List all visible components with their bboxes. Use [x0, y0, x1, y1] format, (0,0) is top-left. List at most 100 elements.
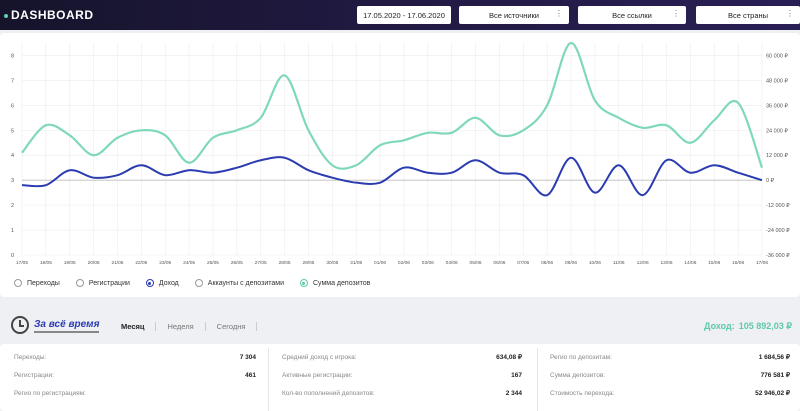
- tab-month[interactable]: Месяц: [121, 322, 145, 331]
- line-chart: 0 1 2 3 4 5 6 7 8 -36 000 ₽ -24 000 ₽ -12 000 ₽ 0 ₽ 1…: [11, 41, 790, 266]
- y-right-tick-label: 60 000 ₽: [766, 52, 788, 59]
- kebab-icon: ⋮: [672, 9, 680, 18]
- kebab-icon: ⋮: [786, 9, 794, 18]
- legend-item-registrations[interactable]: Регистрации: [75, 279, 130, 287]
- stats-column-2: Средний доход с игрока: 634,08 ₽ Активные…: [282, 348, 522, 411]
- y-tick-label: 7: [11, 78, 14, 84]
- stat-label: Регио по регистрациям:: [14, 389, 86, 397]
- x-tick-label: 10/06: [589, 260, 601, 266]
- y-tick-label: 4: [11, 153, 14, 159]
- y-tick-label: 6: [11, 103, 14, 109]
- stat-row: Сумма депозитов: 776 581 ₽: [550, 366, 790, 384]
- stat-label: Регистрации:: [14, 371, 54, 379]
- stat-label: Стоимость перехода:: [550, 389, 615, 397]
- legend-label: Сумма депозитов: [312, 279, 371, 287]
- x-tick-label: 17/05: [16, 260, 28, 266]
- legend-item-deposit-accounts[interactable]: Аккаунты с депозитами: [194, 279, 284, 287]
- radio-icon: [75, 279, 84, 287]
- y-tick-label: 1: [11, 228, 14, 234]
- sources-select[interactable]: Все источники ⋮: [459, 6, 569, 24]
- y-right-tick-label: 36 000 ₽: [766, 102, 788, 109]
- x-tick-label: 15/06: [708, 260, 720, 266]
- legend-label: Доход: [158, 279, 179, 287]
- stat-row: Средний доход с игрока: 634,08 ₽: [282, 348, 522, 366]
- legend-item-income[interactable]: Доход: [145, 279, 179, 287]
- x-tick-label: 03/06: [422, 260, 434, 266]
- x-tick-label: 05/06: [470, 260, 482, 266]
- x-tick-label: 04/06: [446, 260, 458, 266]
- stat-value: 52 946,02 ₽: [755, 390, 790, 397]
- tab-divider: [204, 322, 206, 331]
- series-line-deposits_sum: [21, 41, 764, 170]
- x-tick-label: 30/05: [326, 260, 338, 266]
- y-right-tick-label: -12 000 ₽: [766, 202, 790, 209]
- x-tick-label: 06/06: [493, 260, 505, 266]
- x-tick-label: 19/05: [64, 260, 76, 266]
- radio-checked-icon: [299, 279, 308, 287]
- y-tick-label: 3: [11, 178, 14, 184]
- legend-label: Регистрации: [88, 279, 130, 287]
- stat-label: Активные регистрации:: [282, 371, 353, 379]
- x-tick-label: 22/05: [135, 260, 147, 266]
- series-line-income: [21, 156, 763, 197]
- stats-card: Переходы: 7 304 Регистрации: 461 Регио по …: [0, 344, 800, 411]
- stats-column-3: Регио по депозитам: 1 684,56 ₽ Сумма депо…: [550, 348, 790, 411]
- stat-row: Переходы: 7 304: [14, 348, 256, 366]
- links-select[interactable]: Все ссылки ⋮: [578, 6, 686, 24]
- stat-value: 461: [245, 371, 256, 379]
- income-label: Доход:: [704, 321, 735, 331]
- period-bar: За всё время Месяц Неделя Сегодня Доход:…: [0, 312, 800, 340]
- stat-value: 2 344: [505, 389, 522, 397]
- tab-today[interactable]: Сегодня: [216, 322, 246, 331]
- links-select-value: Все ссылки: [612, 10, 652, 20]
- x-tick-label: 20/05: [88, 260, 100, 266]
- countries-select[interactable]: Все страны ⋮: [696, 6, 800, 24]
- x-tick-label: 21/05: [111, 260, 123, 266]
- stat-row: Кол-во пополнений депозитов: 2 344: [282, 384, 522, 402]
- y-right-tick-label: 48 000 ₽: [766, 77, 788, 84]
- stat-row: Регио по регистрациям:: [14, 384, 256, 402]
- x-tick-label: 12/06: [637, 260, 649, 266]
- legend-label: Переходы: [27, 279, 60, 287]
- legend-label: Аккаунты с депозитами: [207, 279, 284, 287]
- x-tick-label: 01/06: [374, 260, 386, 266]
- stat-row: Регио по депозитам: 1 684,56 ₽: [550, 348, 790, 366]
- income-value: 105 892,03 ₽: [738, 321, 792, 331]
- kebab-icon: ⋮: [555, 9, 563, 18]
- brand-dot-icon: [4, 13, 8, 18]
- income-summary: Доход: 105 892,03 ₽: [704, 321, 792, 332]
- stat-row: Активные регистрации: 167: [282, 366, 522, 384]
- stat-label: Переходы:: [14, 353, 47, 361]
- legend-item-deposits-sum[interactable]: Сумма депозитов: [299, 279, 371, 287]
- period-tabs: Месяц Неделя Сегодня: [121, 322, 268, 331]
- brand-title: DASHBOARD: [4, 8, 94, 22]
- tab-divider: [155, 322, 157, 331]
- radio-icon: [14, 279, 22, 287]
- stat-label: Кол-во пополнений депозитов:: [282, 389, 375, 397]
- date-range-picker[interactable]: 17.05.2020 - 17.06.2020: [357, 6, 451, 24]
- x-tick-label: 02/06: [398, 260, 410, 266]
- legend-item-transitions[interactable]: Переходы: [14, 279, 60, 287]
- x-tick-label: 27/05: [255, 260, 267, 266]
- y-right-tick-label: -24 000 ₽: [766, 227, 790, 234]
- stat-value: 1 684,56 ₽: [758, 354, 790, 361]
- chart-card: 0 1 2 3 4 5 6 7 8 -36 000 ₽ -24 000 ₽ -12 000 ₽ 0 ₽ 1…: [0, 33, 800, 297]
- sources-select-value: Все источники: [488, 10, 539, 20]
- countries-select-value: Все страны: [727, 10, 769, 20]
- x-tick-label: 13/06: [661, 260, 673, 266]
- y-right-tick-label: -36 000 ₽: [766, 252, 790, 259]
- tab-divider: [256, 322, 258, 331]
- y-right-tick-label: 0 ₽: [766, 177, 775, 184]
- all-time-tab[interactable]: За всё время: [34, 319, 100, 333]
- y-tick-label: 5: [11, 128, 14, 134]
- x-tick-label: 24/05: [183, 260, 195, 266]
- x-tick-label: 18/05: [40, 260, 52, 266]
- column-divider: [537, 348, 538, 411]
- chart-legend: Переходы Регистрации Доход Аккаунты с де…: [14, 279, 370, 287]
- x-tick-label: 29/05: [302, 260, 314, 266]
- stat-value: 776 581 ₽: [760, 372, 790, 379]
- top-bar: DASHBOARD 17.05.2020 - 17.06.2020 Все ис…: [0, 0, 800, 30]
- column-divider: [268, 348, 269, 411]
- tab-week[interactable]: Неделя: [167, 322, 194, 331]
- x-tick-label: 28/05: [279, 260, 291, 266]
